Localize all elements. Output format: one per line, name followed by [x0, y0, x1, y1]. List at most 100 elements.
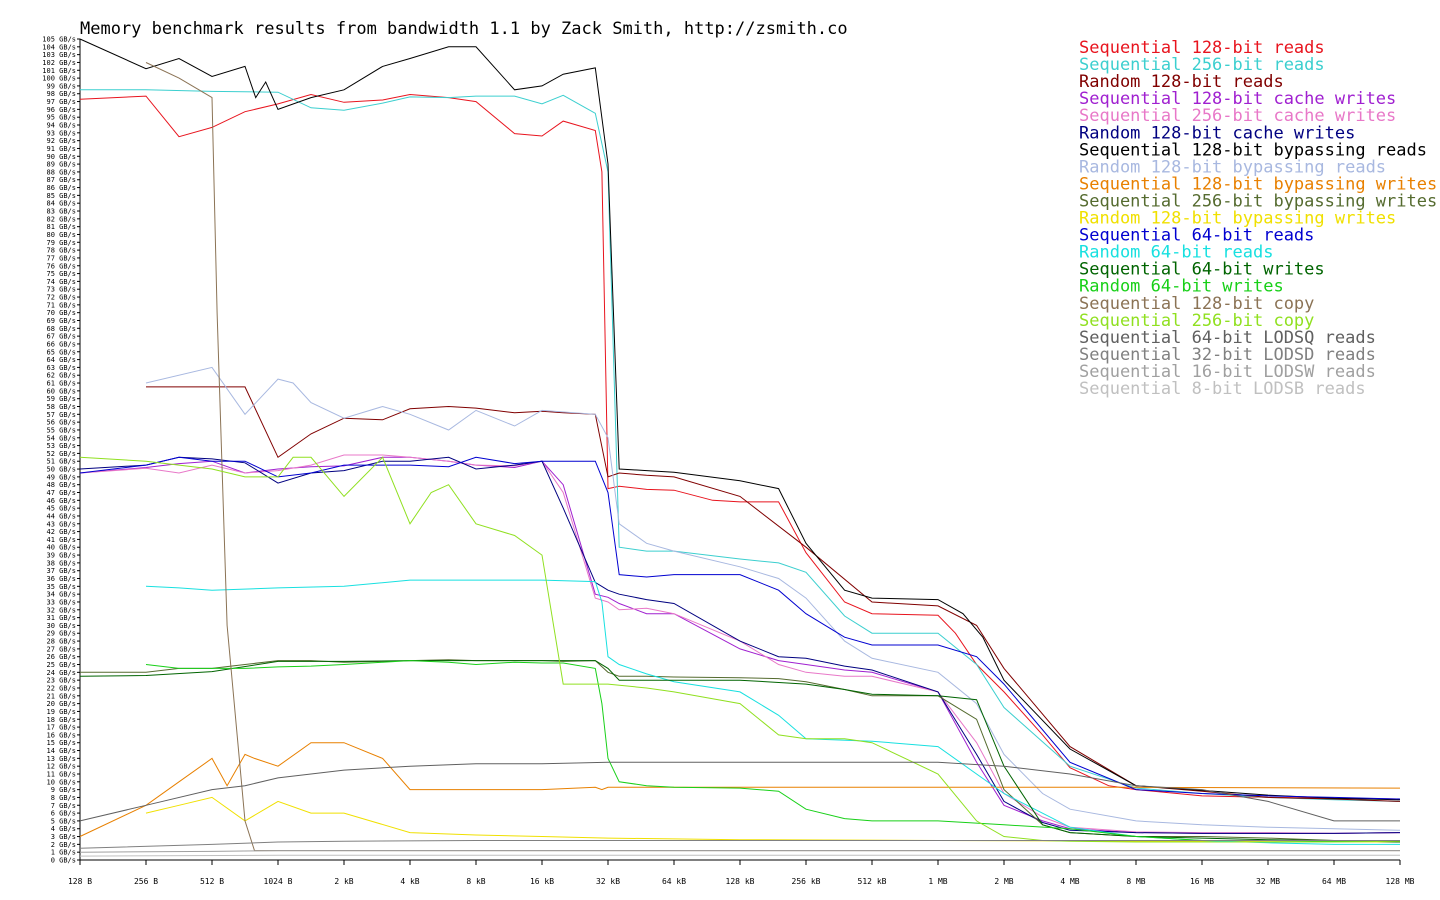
y-tick-label: 32 GB/s [46, 606, 76, 614]
y-tick-label: 71 GB/s [46, 301, 76, 309]
y-tick-label: 25 GB/s [46, 661, 76, 669]
y-tick-label: 58 GB/s [46, 403, 76, 411]
y-tick-label: 39 GB/s [46, 552, 76, 560]
x-tick-label: 4 MB [1060, 877, 1079, 886]
y-tick-label: 63 GB/s [46, 364, 76, 372]
y-tick-label: 50 GB/s [46, 466, 76, 474]
y-tick-label: 26 GB/s [46, 653, 76, 661]
legend-entry-10: Sequential 256-bit bypassing writes [1079, 191, 1437, 211]
series-line-2 [80, 89, 1401, 802]
y-tick-label: 59 GB/s [46, 395, 76, 403]
y-tick-label: 84 GB/s [46, 200, 76, 208]
y-tick-label: 47 GB/s [46, 489, 76, 497]
y-tick-label: 51 GB/s [46, 458, 76, 466]
y-tick-label: 46 GB/s [46, 497, 76, 505]
legend-entry-19: Sequential 32-bit LODSD reads [1079, 345, 1376, 365]
y-tick-label: 64 GB/s [46, 356, 76, 364]
y-tick-label: 67 GB/s [46, 333, 76, 341]
y-tick-label: 44 GB/s [46, 512, 76, 520]
y-tick-label: 27 GB/s [46, 645, 76, 653]
y-tick-label: 13 GB/s [46, 755, 76, 763]
y-tick-label: 83 GB/s [46, 208, 76, 216]
y-tick-label: 14 GB/s [46, 747, 76, 755]
x-tick-label: 16 kB [530, 877, 554, 886]
series-line-18 [79, 761, 1400, 822]
y-tick-label: 80 GB/s [46, 231, 76, 239]
y-tick-label: 20 GB/s [46, 700, 76, 708]
y-tick-label: 98 GB/s [46, 90, 76, 98]
y-tick-label: 68 GB/s [46, 325, 76, 333]
y-tick-label: 12 GB/s [46, 763, 76, 771]
series-line-1 [79, 93, 1401, 800]
y-tick-label: 8 GB/s [51, 794, 76, 802]
legend-entry-15: Random 64-bit writes [1079, 277, 1284, 297]
x-tick-label: 64 MB [1322, 877, 1346, 886]
y-tick-label: 29 GB/s [46, 630, 76, 638]
y-tick-label: 11 GB/s [46, 770, 76, 778]
x-tick-label: 512 B [200, 877, 224, 886]
y-tick-label: 79 GB/s [46, 239, 76, 247]
series-lines [79, 38, 1401, 857]
y-tick-label: 15 GB/s [46, 739, 76, 747]
series-line-8 [145, 366, 1401, 831]
series-line-7 [79, 38, 1401, 801]
legend-entry-13: Random 64-bit reads [1079, 243, 1273, 263]
y-tick-label: 101 GB/s [42, 67, 76, 75]
x-tick-label: 512 kB [858, 877, 887, 886]
series-line-3 [146, 386, 1401, 802]
y-tick-label: 66 GB/s [46, 340, 76, 348]
y-tick-label: 91 GB/s [46, 145, 76, 153]
legend-entry-11: Random 128-bit bypassing writes [1079, 209, 1396, 229]
x-tick-label: 16 MB [1190, 877, 1214, 886]
y-tick-label: 42 GB/s [46, 528, 76, 536]
legend-entry-9: Sequential 128-bit bypassing writes [1079, 174, 1437, 194]
x-tick-label: 1024 B [264, 877, 293, 886]
y-tick-label: 57 GB/s [46, 411, 76, 419]
y-tick-label: 41 GB/s [46, 536, 76, 544]
y-tick-label: 76 GB/s [46, 262, 76, 270]
y-tick-label: 102 GB/s [42, 59, 76, 67]
series-line-4 [79, 456, 1401, 834]
y-tick-label: 18 GB/s [46, 716, 76, 724]
y-tick-label: 92 GB/s [46, 137, 76, 145]
y-tick-label: 105 GB/s [42, 36, 76, 44]
series-line-19 [79, 840, 1400, 849]
legend-entry-18: Sequential 64-bit LODSQ reads [1079, 328, 1376, 348]
y-tick-label: 28 GB/s [46, 638, 76, 646]
y-tick-label: 2 GB/s [51, 841, 76, 849]
legend-entry-7: Sequential 128-bit bypassing reads [1079, 140, 1427, 160]
y-tick-label: 86 GB/s [46, 184, 76, 192]
y-tick-label: 55 GB/s [46, 426, 76, 434]
y-tick-label: 40 GB/s [46, 544, 76, 552]
y-tick-label: 72 GB/s [46, 294, 76, 302]
x-tick-label: 8 kB [466, 877, 485, 886]
legend-entry-1: Sequential 128-bit reads [1079, 38, 1325, 58]
y-tick-label: 0 GB/s [51, 857, 76, 865]
y-tick-label: 33 GB/s [46, 598, 76, 606]
legend-entry-3: Random 128-bit reads [1079, 72, 1284, 92]
y-tick-label: 24 GB/s [46, 669, 76, 677]
y-tick-label: 37 GB/s [46, 567, 76, 575]
y-tick-label: 17 GB/s [46, 724, 76, 732]
series-line-15 [145, 660, 1401, 842]
y-tick-label: 35 GB/s [46, 583, 76, 591]
x-tick-label: 2 kB [334, 877, 353, 886]
x-tick-label: 128 MB [1386, 877, 1415, 886]
y-tick-label: 81 GB/s [46, 223, 76, 231]
x-tick-label: 1 MB [928, 877, 947, 886]
y-tick-label: 10 GB/s [46, 778, 76, 786]
x-tick-label: 64 kB [662, 877, 686, 886]
x-tick-label: 128 B [68, 877, 92, 886]
y-tick-label: 6 GB/s [51, 810, 76, 818]
y-tick-label: 89 GB/s [46, 161, 76, 169]
series-line-5 [79, 454, 1401, 834]
y-tick-label: 5 GB/s [51, 817, 76, 825]
series-line-20 [79, 850, 1400, 853]
y-tick-label: 87 GB/s [46, 176, 76, 184]
y-tick-label: 21 GB/s [46, 692, 76, 700]
legend-entry-4: Sequential 128-bit cache writes [1079, 89, 1396, 109]
x-tick-label: 8 MB [1126, 877, 1145, 886]
legend: Sequential 128-bit reads Sequential 256-b… [1079, 38, 1437, 399]
y-tick-label: 36 GB/s [46, 575, 76, 583]
